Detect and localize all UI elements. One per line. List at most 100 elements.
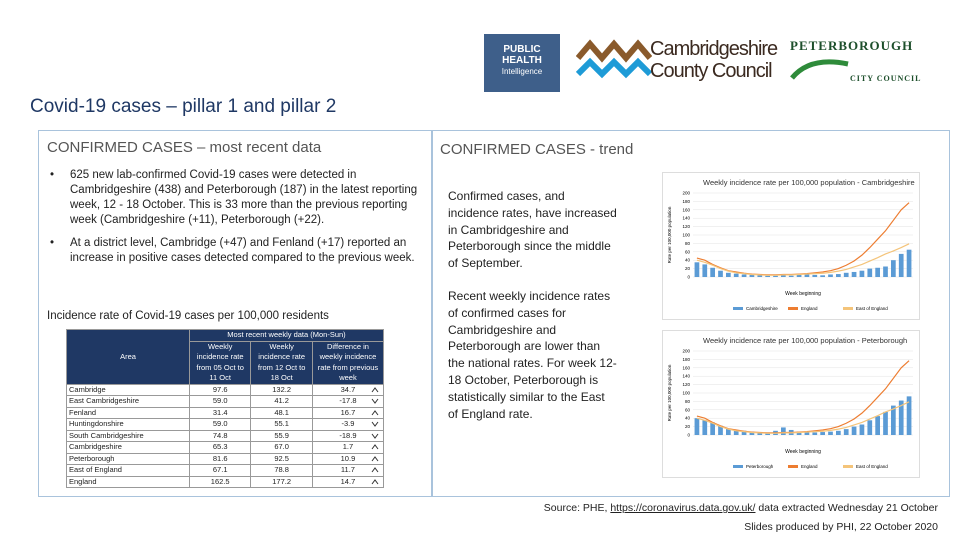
- th: Most recent weekly data (Mon-Sun): [189, 329, 384, 342]
- text: data extracted Wednesday 21 October: [758, 502, 938, 514]
- panel-heading: CONFIRMED CASES - trend: [440, 141, 634, 158]
- y-tick-label: 60: [685, 249, 691, 254]
- bar: [733, 273, 739, 277]
- bar: [836, 430, 841, 435]
- logo-text: HEALTH: [502, 55, 542, 66]
- trend-icon: [371, 386, 379, 392]
- bar: [702, 420, 708, 435]
- paragraph: Recent weekly incidence rates of confirm…: [448, 288, 617, 421]
- table-cell: Huntingdonshire: [66, 418, 190, 431]
- table-cell: 59.0: [188, 395, 252, 408]
- bar: [906, 396, 912, 435]
- bar: [867, 268, 873, 277]
- bar: [710, 267, 715, 277]
- table-cell: 14.7: [311, 475, 385, 488]
- ccc-icon: [576, 39, 652, 79]
- legend-label: Cambridgeshire: [746, 306, 778, 311]
- table-cell: Fenland: [66, 406, 190, 419]
- table-cell: East Cambridgeshire: [66, 395, 190, 408]
- logo-text: Intelligence: [501, 67, 543, 76]
- x-axis-label: Week beginning: [785, 291, 821, 297]
- legend-swatch: [788, 465, 798, 468]
- y-tick-label: 40: [685, 258, 691, 263]
- y-tick-label: 180: [682, 199, 690, 204]
- bar: [859, 424, 865, 435]
- y-tick-label: 120: [682, 382, 690, 387]
- table-cell: -18.9: [311, 429, 385, 442]
- y-tick-label: 80: [685, 241, 691, 246]
- bar: [757, 432, 763, 435]
- bar: [781, 275, 786, 277]
- bullet: • At a district level, Cambridge (+47) an…: [50, 236, 420, 266]
- bar: [733, 429, 739, 435]
- y-tick-label: 100: [682, 233, 690, 238]
- logo-text: Cambridgeshire: [650, 38, 778, 60]
- line: [696, 401, 910, 434]
- bar: [804, 274, 810, 277]
- table-cell: 67.0: [250, 441, 313, 454]
- table-cell: 65.3: [188, 441, 252, 454]
- bar: [851, 271, 857, 277]
- left-panel: [38, 130, 432, 497]
- bar: [718, 425, 723, 435]
- table-cell: 1.7: [311, 441, 385, 454]
- legend-label: England: [801, 306, 818, 311]
- legend-swatch: [788, 307, 798, 310]
- chart: Weekly incidence rate per 100,000 popula…: [662, 172, 920, 320]
- legend-swatch: [733, 307, 743, 310]
- bullet-text: 625 new lab-confirmed Covid-19 cases wer…: [70, 169, 418, 226]
- chart-title: Weekly incidence rate per 100,000 popula…: [703, 336, 907, 345]
- legend-label: Peterborough: [746, 464, 774, 469]
- phi-logo: PUBLIC HEALTH Intelligence: [484, 34, 560, 92]
- logo-text: PUBLIC: [503, 44, 541, 55]
- bar: [867, 420, 873, 435]
- table-cell: 177.2: [250, 475, 313, 488]
- y-tick-label: 0: [687, 275, 690, 280]
- trend-icon: [371, 433, 379, 439]
- trend-icon: [371, 455, 379, 461]
- logo-text: County Council: [650, 60, 773, 82]
- y-tick-label: 200: [682, 191, 690, 196]
- pcc-icon: [790, 59, 849, 80]
- th: Difference in weekly incidence rate from…: [311, 340, 385, 385]
- bar: [820, 275, 825, 277]
- table-cell: -17.8: [311, 395, 385, 408]
- bar: [726, 272, 731, 277]
- table-cell: 74.8: [188, 429, 252, 442]
- y-tick-label: 160: [682, 207, 690, 212]
- bar: [773, 275, 778, 277]
- trend-icon: [371, 478, 379, 484]
- table-cell: 55.9: [250, 429, 313, 442]
- table-cell: 81.6: [188, 452, 252, 465]
- table-cell: Peterborough: [66, 452, 190, 465]
- bar: [726, 428, 731, 435]
- trend-icon: [371, 398, 379, 404]
- table-cell: South Cambridgeshire: [66, 429, 190, 442]
- table-cell: England: [66, 475, 190, 488]
- trend-icon: [371, 409, 379, 415]
- table-row: Cambridge 97.6 132.2 34.7: [66, 383, 385, 396]
- table-cell: 16.7: [311, 406, 385, 419]
- footer-source: Source: PHE, https://coronavirus.data.go…: [544, 502, 938, 514]
- bar: [875, 416, 880, 435]
- bar: [828, 431, 833, 435]
- legend-swatch: [843, 465, 853, 468]
- y-tick-label: 0: [687, 433, 690, 438]
- y-axis-label: Rate per 100,000 population: [667, 206, 672, 263]
- ccc-logo: Cambridgeshire County Council: [650, 38, 778, 82]
- bar: [710, 422, 715, 435]
- table-cell: 132.2: [250, 383, 313, 396]
- bar: [694, 262, 700, 277]
- bar: [859, 270, 865, 277]
- table: Area Most recent weekly data (Mon-Sun) We…: [66, 329, 385, 488]
- bar: [765, 275, 770, 277]
- bar: [788, 275, 794, 277]
- y-tick-label: 140: [682, 374, 690, 379]
- bar: [836, 274, 841, 277]
- link[interactable]: https://coronavirus.data.gov.uk/: [610, 502, 756, 514]
- y-tick-label: 40: [685, 416, 691, 421]
- footer-produced: Slides produced by PHI, 22 October 2020: [744, 521, 938, 533]
- text: Source: PHE,: [543, 502, 608, 514]
- legend-swatch: [733, 465, 743, 468]
